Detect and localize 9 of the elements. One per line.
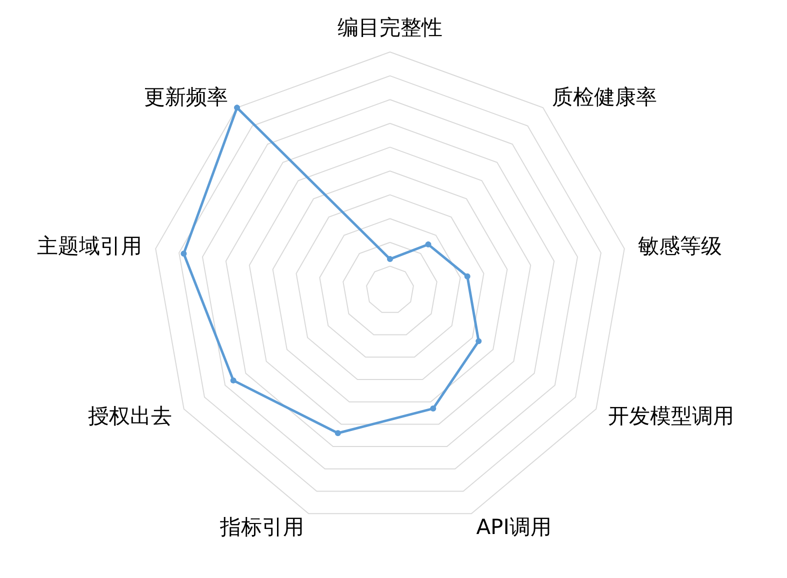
spoke-label: 主题域引用 xyxy=(36,234,142,258)
spoke-label: 开发模型调用 xyxy=(608,404,734,428)
spoke-label: 敏感等级 xyxy=(638,234,722,258)
spoke-label: 授权出去 xyxy=(88,404,172,428)
spoke-label: API调用 xyxy=(476,514,552,539)
spoke-label: 指标引用 xyxy=(218,514,304,539)
spoke-label: 质检健康率 xyxy=(552,84,657,109)
spoke-label: 编目完整性 xyxy=(338,16,442,40)
spoke-label: 更新频率 xyxy=(144,84,228,109)
